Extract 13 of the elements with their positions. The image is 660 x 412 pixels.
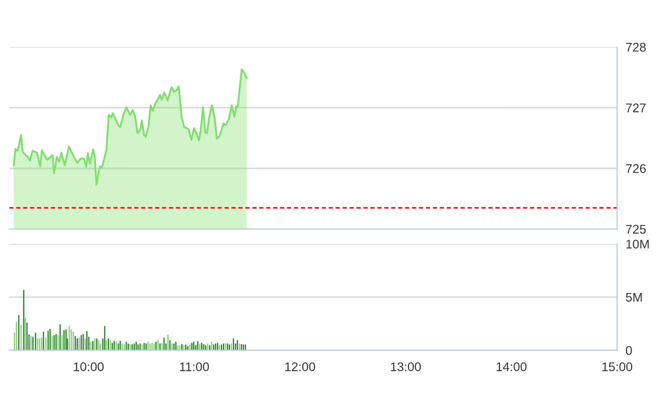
x-tick-label: 10:00 <box>74 362 104 372</box>
y-tick-label: 725 <box>626 224 646 234</box>
x-tick-label: 14:00 <box>496 362 527 372</box>
x-tick-label: 11:00 <box>180 362 209 372</box>
y-tick-label: 727 <box>626 103 646 112</box>
x-tick-label: 12:00 <box>285 362 316 372</box>
y-tick-label: 5M <box>626 292 642 302</box>
y-tick-label: 10M <box>626 240 649 249</box>
x-tick-label: 13:00 <box>390 362 421 372</box>
x-tick-label: 15:00 <box>602 362 632 372</box>
y-tick-label: 0 <box>626 346 632 355</box>
y-tick-label: 726 <box>626 164 646 174</box>
y-tick-label: 728 <box>626 42 646 52</box>
